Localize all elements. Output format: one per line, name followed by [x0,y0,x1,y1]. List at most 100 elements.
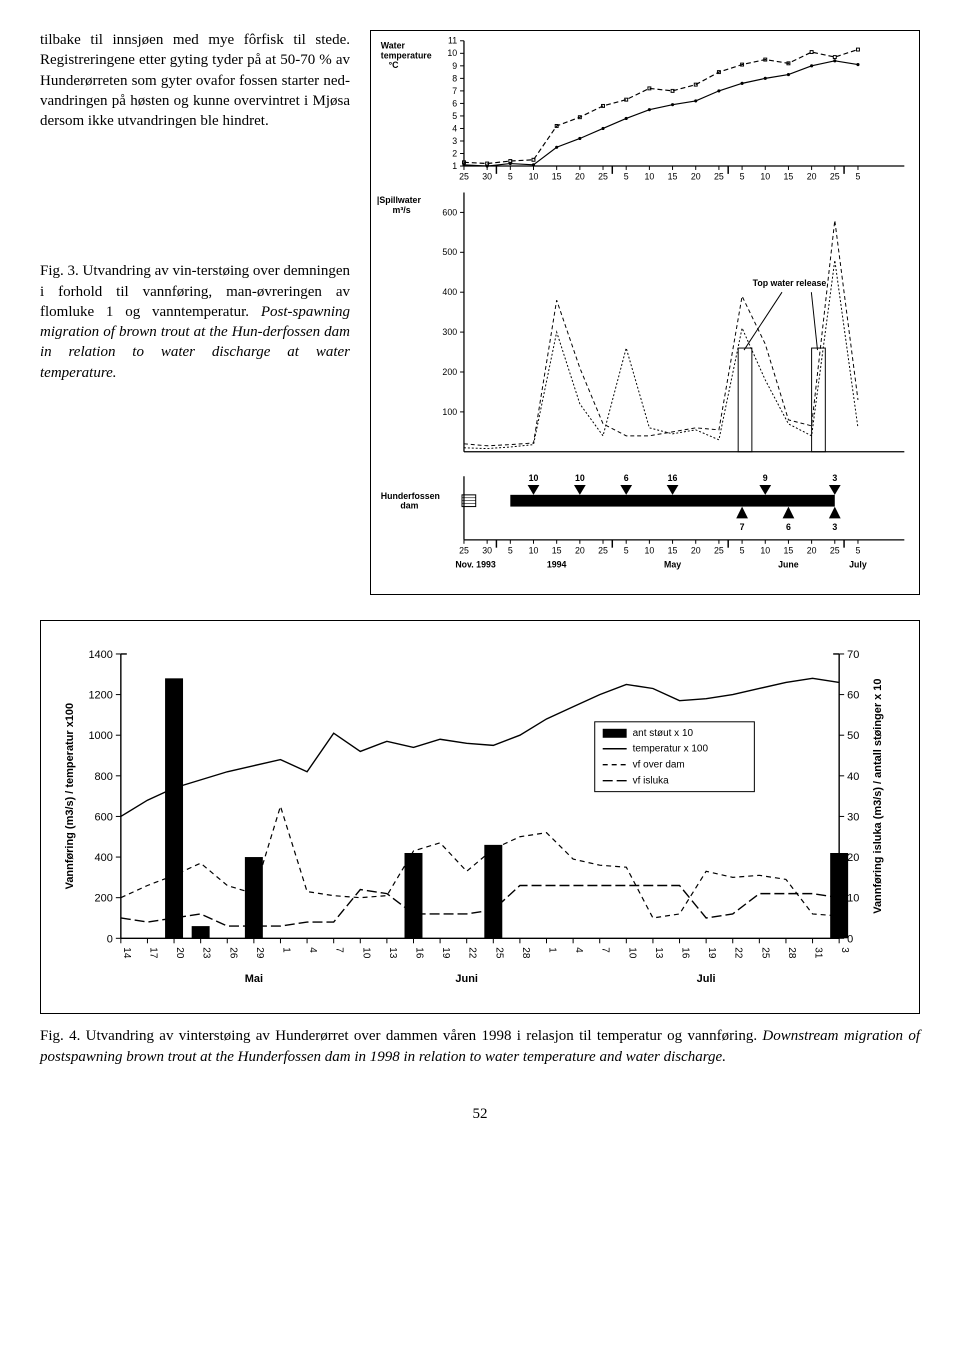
svg-text:4: 4 [573,947,584,953]
svg-text:22: 22 [467,947,478,959]
svg-text:15: 15 [668,546,678,556]
fig3-caption: Fig. 3. Utvandring av vin-terstøing over… [40,261,350,383]
svg-text:7: 7 [600,947,611,953]
svg-text:16: 16 [668,473,678,483]
svg-text:15: 15 [552,546,562,556]
svg-text:Top water release: Top water release [753,278,827,288]
svg-text:10: 10 [447,48,457,58]
svg-text:6: 6 [452,98,457,108]
svg-text:20: 20 [174,947,185,959]
svg-text:20: 20 [847,852,859,864]
svg-text:25: 25 [830,546,840,556]
svg-text:Vannføring isluka (m3/s) / ant: Vannføring isluka (m3/s) / antall støing… [872,678,884,913]
left-text-column: tilbake til innsjøen med mye fôrfisk til… [40,30,350,383]
svg-text:60: 60 [847,689,859,701]
svg-text:9: 9 [452,61,457,71]
svg-text:22: 22 [733,947,744,959]
svg-text:1400: 1400 [88,649,112,661]
svg-text:dam: dam [400,501,418,511]
svg-text:3: 3 [452,136,457,146]
fig4-caption-no: Fig. 4. Utvandring av vinterstøing av Hu… [40,1028,762,1044]
svg-text:7: 7 [452,86,457,96]
svg-text:5: 5 [452,111,457,121]
svg-text:13: 13 [387,947,398,959]
svg-text:10: 10 [847,892,859,904]
svg-text:10: 10 [360,947,371,959]
svg-text:25: 25 [759,947,770,959]
svg-text:25: 25 [459,546,469,556]
svg-text:25: 25 [459,172,469,182]
svg-text:600: 600 [442,207,457,217]
svg-text:Vannføring (m3/s) / temperatur: Vannføring (m3/s) / temperatur x100 [64,703,76,890]
svg-text:1200: 1200 [88,689,112,701]
svg-text:10: 10 [529,172,539,182]
svg-text:40: 40 [847,771,859,783]
svg-text:1: 1 [547,947,558,953]
svg-text:May: May [664,559,681,569]
svg-text:200: 200 [95,892,113,904]
svg-text:5: 5 [856,172,861,182]
svg-text:Juni: Juni [455,973,478,985]
svg-text:°C: °C [389,60,400,70]
svg-text:5: 5 [624,546,629,556]
svg-text:10: 10 [644,546,654,556]
svg-text:Nov. 1993: Nov. 1993 [455,559,496,569]
svg-text:7: 7 [334,947,345,953]
svg-text:5: 5 [740,546,745,556]
svg-text:1994: 1994 [547,559,567,569]
svg-text:30: 30 [482,172,492,182]
svg-text:600: 600 [95,811,113,823]
paragraph-1: tilbake til innsjøen med mye fôrfisk til… [40,30,350,131]
svg-text:5: 5 [508,546,513,556]
svg-text:3: 3 [832,522,837,532]
top-row: tilbake til innsjøen med mye fôrfisk til… [40,30,920,595]
svg-text:28: 28 [786,947,797,959]
fig4-chart: 0200400600800100012001400010203040506070… [40,620,920,1014]
svg-text:vf over dam: vf over dam [633,759,685,770]
page-number: 52 [40,1106,920,1123]
svg-text:4: 4 [307,947,318,953]
svg-text:25: 25 [598,546,608,556]
svg-text:16: 16 [413,947,424,959]
svg-text:3: 3 [839,947,850,953]
svg-text:800: 800 [95,771,113,783]
svg-text:ant støut x 10: ant støut x 10 [633,728,694,739]
svg-text:10: 10 [644,172,654,182]
svg-text:17: 17 [147,947,158,959]
svg-text:20: 20 [807,172,817,182]
svg-text:300: 300 [442,327,457,337]
svg-text:20: 20 [691,172,701,182]
svg-text:0: 0 [107,933,113,945]
svg-text:28: 28 [520,947,531,959]
svg-text:10: 10 [529,546,539,556]
svg-text:1: 1 [280,947,291,953]
svg-text:June: June [778,559,799,569]
svg-text:11: 11 [448,36,457,46]
svg-text:50: 50 [847,730,859,742]
svg-text:temperature: temperature [381,50,432,60]
svg-text:5: 5 [508,172,513,182]
svg-text:200: 200 [442,367,457,377]
svg-text:20: 20 [575,172,585,182]
svg-text:8: 8 [452,73,457,83]
svg-text:6: 6 [624,473,629,483]
fig3-chart: Watertemperature°C1234567891011253051015… [370,30,920,595]
svg-text:4: 4 [452,123,457,133]
svg-text:15: 15 [784,172,794,182]
svg-text:70: 70 [847,649,859,661]
svg-text:100: 100 [442,407,457,417]
svg-text:25: 25 [714,546,724,556]
svg-text:vf isluka: vf isluka [633,775,669,786]
svg-text:temperatur x 100: temperatur x 100 [633,744,709,755]
svg-text:10: 10 [575,473,585,483]
svg-text:6: 6 [786,522,791,532]
svg-text:5: 5 [624,172,629,182]
svg-text:5: 5 [740,172,745,182]
svg-text:2: 2 [452,148,457,158]
svg-text:10: 10 [529,473,539,483]
svg-text:Mai: Mai [245,973,263,985]
svg-text:16: 16 [680,947,691,959]
svg-text:29: 29 [254,947,265,959]
svg-text:500: 500 [442,247,457,257]
svg-text:15: 15 [784,546,794,556]
